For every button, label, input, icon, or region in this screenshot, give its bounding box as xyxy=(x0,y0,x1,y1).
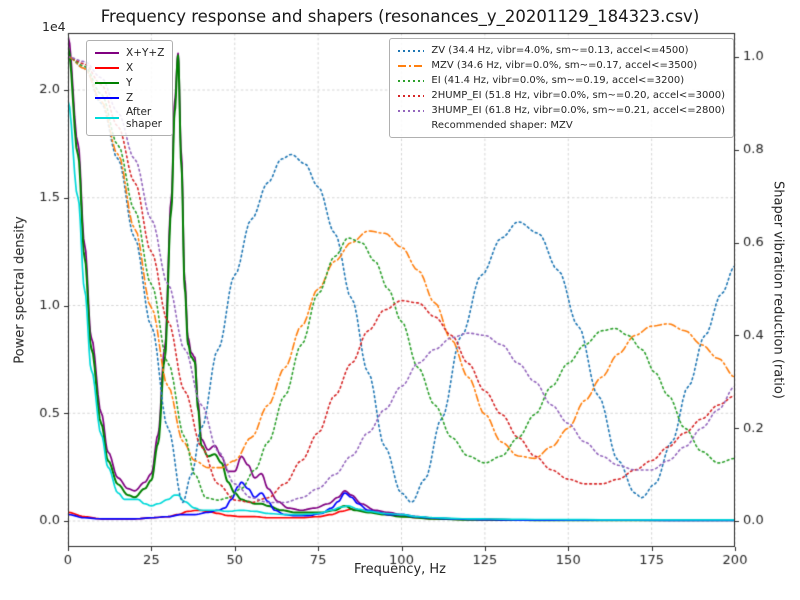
y-axis-offset-label: 1e4 xyxy=(42,19,66,34)
after-shaper-line-swatch xyxy=(95,117,119,119)
legend-label: EI (41.4 Hz, vibr=0.0%, sm~=0.19, accel<… xyxy=(431,74,685,86)
legend-label: MZV (34.6 Hz, vibr=0.0%, sm~=0.17, accel… xyxy=(431,59,698,71)
legend-item-ei: EI (41.4 Hz, vibr=0.0%, sm~=0.19, accel<… xyxy=(398,74,725,87)
psd-legend: X+Y+Z X Y Z After shaper xyxy=(86,40,174,136)
y-axis-label-left: Power spectral density xyxy=(12,216,28,364)
legend-item-3hump-ei: 3HUMP_EI (61.8 Hz, vibr=0.0%, sm~=0.21, … xyxy=(398,104,725,117)
legend-item-2hump-ei: 2HUMP_EI (51.8 Hz, vibr=0.0%, sm~=0.20, … xyxy=(398,89,725,102)
chart-title: Frequency response and shapers (resonanc… xyxy=(100,7,700,26)
legend-label: X xyxy=(126,61,134,74)
y-axis-label-right: Shaper vibration reduction (ratio) xyxy=(770,181,786,399)
x-axis-label: Frequency, Hz xyxy=(353,562,447,577)
legend-item-z: Z xyxy=(95,91,164,104)
legend-item-x: X xyxy=(95,61,164,74)
recommendation-text: Recommended shaper: MZV xyxy=(431,119,573,131)
ei-line-swatch xyxy=(398,79,425,82)
legend-label: X+Y+Z xyxy=(126,46,165,59)
legend-label: 2HUMP_EI (51.8 Hz, vibr=0.0%, sm~=0.20, … xyxy=(431,89,725,101)
3hump-ei-line-swatch xyxy=(398,109,425,112)
legend-item-xyz: X+Y+Z xyxy=(95,46,164,59)
legend-item-y: Y xyxy=(95,76,164,89)
y-line-swatch xyxy=(95,81,119,84)
legend-label: After shaper xyxy=(126,106,163,130)
shaper-legend: ZV (34.4 Hz, vibr=4.0%, sm~=0.13, accel<… xyxy=(389,38,734,138)
legend-item-after-shaper: After shaper xyxy=(95,106,164,130)
legend-label: ZV (34.4 Hz, vibr=4.0%, sm~=0.13, accel<… xyxy=(431,44,689,56)
legend-item-zv: ZV (34.4 Hz, vibr=4.0%, sm~=0.13, accel<… xyxy=(398,44,725,57)
recommendation-swatch-spacer xyxy=(398,125,424,127)
2hump-ei-line-swatch xyxy=(398,94,425,97)
x-line-swatch xyxy=(95,66,119,69)
zv-line-swatch xyxy=(398,49,425,52)
z-line-swatch xyxy=(95,96,119,99)
xyz-line-swatch xyxy=(95,51,119,54)
legend-item-mzv: MZV (34.6 Hz, vibr=0.0%, sm~=0.17, accel… xyxy=(398,59,725,72)
legend-label: 3HUMP_EI (61.8 Hz, vibr=0.0%, sm~=0.21, … xyxy=(431,104,725,116)
legend-label: Z xyxy=(126,91,134,104)
mzv-line-swatch xyxy=(398,64,425,67)
legend-label: Y xyxy=(126,76,133,89)
legend-item-recommendation: Recommended shaper: MZV xyxy=(398,119,725,132)
